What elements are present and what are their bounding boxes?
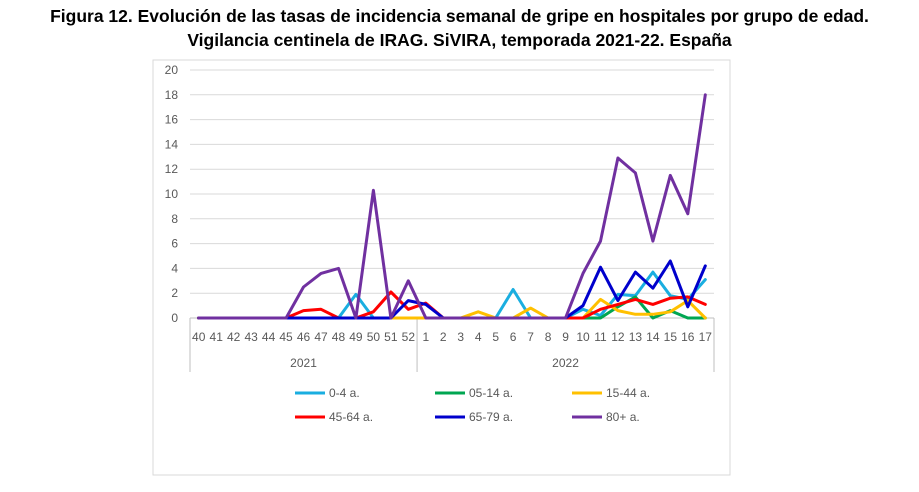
- x-tick-label: 50: [367, 330, 381, 344]
- legend-label-45-64-a: 45-64 a.: [329, 410, 373, 424]
- x-tick-label: 13: [629, 330, 643, 344]
- year-group-label: 2022: [552, 356, 579, 370]
- x-tick-label: 17: [699, 330, 713, 344]
- x-tick-label: 12: [611, 330, 625, 344]
- x-tick-label: 7: [527, 330, 534, 344]
- y-tick-label: 18: [165, 88, 179, 102]
- y-tick-label: 20: [165, 63, 179, 77]
- y-tick-label: 6: [171, 237, 178, 251]
- y-tick-label: 16: [165, 113, 179, 127]
- legend-label-80-a: 80+ a.: [606, 410, 640, 424]
- x-tick-label: 51: [384, 330, 398, 344]
- x-tick-label: 9: [562, 330, 569, 344]
- x-tick-label: 48: [332, 330, 346, 344]
- y-tick-label: 12: [165, 162, 179, 176]
- x-tick-label: 46: [297, 330, 311, 344]
- x-tick-label: 8: [545, 330, 552, 344]
- x-tick-label: 15: [664, 330, 678, 344]
- x-tick-label: 47: [314, 330, 328, 344]
- x-tick-label: 1: [422, 330, 429, 344]
- legend-label-05-14-a: 05-14 a.: [469, 386, 513, 400]
- x-tick-label: 5: [492, 330, 499, 344]
- y-tick-label: 8: [171, 212, 178, 226]
- x-tick-label: 43: [244, 330, 258, 344]
- chart-title: Figura 12. Evolución de las tasas de inc…: [50, 6, 869, 26]
- y-tick-label: 14: [165, 137, 179, 151]
- y-tick-label: 0: [171, 311, 178, 325]
- series-line-80-a: [197, 93, 707, 320]
- chart-subtitle: Vigilancia centinela de IRAG. SiVIRA, te…: [187, 30, 732, 50]
- y-tick-label: 4: [171, 261, 178, 275]
- x-tick-label: 2: [440, 330, 447, 344]
- x-tick-label: 45: [279, 330, 293, 344]
- x-tick-label: 49: [349, 330, 363, 344]
- x-tick-label: 40: [192, 330, 206, 344]
- x-tick-label: 41: [210, 330, 224, 344]
- x-tick-label: 44: [262, 330, 276, 344]
- y-tick-label: 10: [165, 187, 179, 201]
- x-tick-label: 10: [576, 330, 590, 344]
- legend-label-15-44-a: 15-44 a.: [606, 386, 650, 400]
- chart-frame: [152, 59, 731, 476]
- x-tick-label: 4: [475, 330, 482, 344]
- x-tick-label: 3: [457, 330, 464, 344]
- x-tick-label: 11: [594, 330, 607, 344]
- x-tick-label: 52: [402, 330, 416, 344]
- year-group-label: 2021: [290, 356, 317, 370]
- x-tick-label: 42: [227, 330, 241, 344]
- x-tick-label: 14: [646, 330, 660, 344]
- x-tick-label: 6: [510, 330, 517, 344]
- y-tick-label: 2: [171, 286, 178, 300]
- x-tick-label: 16: [681, 330, 695, 344]
- legend-label-0-4-a: 0-4 a.: [329, 386, 360, 400]
- legend-label-65-79-a: 65-79 a.: [469, 410, 513, 424]
